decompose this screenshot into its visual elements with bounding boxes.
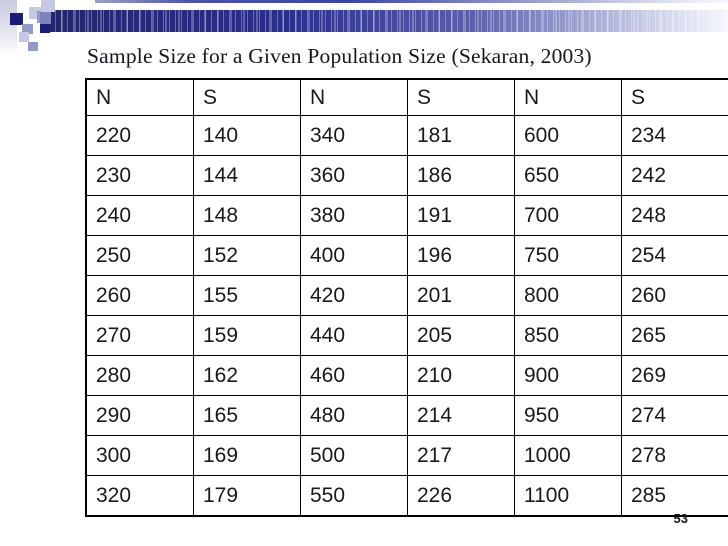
table-cell: 144 (193, 155, 301, 196)
table-cell: 1000 (514, 435, 622, 476)
table-cell: 179 (193, 475, 301, 517)
table-cell: 191 (407, 195, 515, 236)
table-cell: 214 (407, 395, 515, 436)
table-cell: 300 (85, 435, 194, 476)
table-cell: 269 (621, 355, 728, 396)
table-cell: 320 (85, 475, 194, 517)
table-cell: 169 (193, 435, 301, 476)
table-cell: 600 (514, 115, 622, 156)
table-cell: 460 (300, 355, 408, 396)
table-body: 220 140 340 181 600 234 230 144 360 186 650 242 240 1… (85, 115, 728, 517)
slide-title: Sample Size for a Given Population Size … (87, 44, 592, 68)
table-cell: 155 (193, 275, 301, 316)
table-cell: 800 (514, 275, 622, 316)
table-row: 270 159 440 205 850 265 (85, 315, 728, 356)
pixel-square (22, 24, 33, 34)
table-cell: 226 (407, 475, 515, 517)
table-row: 240 148 380 191 700 248 (85, 195, 728, 236)
table-cell: 274 (621, 395, 728, 436)
table-cell: 340 (300, 115, 408, 156)
table-cell: 152 (193, 235, 301, 276)
column-header: N (85, 78, 194, 116)
table-cell: 900 (514, 355, 622, 396)
table-cell: 260 (85, 275, 194, 316)
column-header: S (621, 78, 728, 116)
pixel-square (19, 32, 29, 42)
table-row: 280 162 460 210 900 269 (85, 355, 728, 396)
table-cell: 210 (407, 355, 515, 396)
table-cell: 240 (85, 195, 194, 236)
table-cell: 230 (85, 155, 194, 196)
table-row: 220 140 340 181 600 234 (85, 115, 728, 156)
table-cell: 480 (300, 395, 408, 436)
table-row: 290 165 480 214 950 274 (85, 395, 728, 436)
table-cell: 380 (300, 195, 408, 236)
table-cell: 440 (300, 315, 408, 356)
table-cell: 140 (193, 115, 301, 156)
table-row: 320 179 550 226 1100 285 (85, 475, 728, 517)
table-row: 260 155 420 201 800 260 (85, 275, 728, 316)
column-header: N (300, 78, 408, 116)
table-cell: 850 (514, 315, 622, 356)
table-cell: 181 (407, 115, 515, 156)
pixel-square (28, 42, 38, 51)
left-gradient-band (0, 0, 17, 57)
table-cell: 650 (514, 155, 622, 196)
column-header: N (514, 78, 622, 116)
table-cell: 248 (621, 195, 728, 236)
table-cell: 196 (407, 235, 515, 276)
table-cell: 278 (621, 435, 728, 476)
pixel-square (40, 24, 50, 33)
pixel-square (40, 12, 51, 24)
table-cell: 500 (300, 435, 408, 476)
table-cell: 290 (85, 395, 194, 436)
table-cell: 234 (621, 115, 728, 156)
table-cell: 201 (407, 275, 515, 316)
table-cell: 750 (514, 235, 622, 276)
table-cell: 242 (621, 155, 728, 196)
table-cell: 550 (300, 475, 408, 517)
table-cell: 254 (621, 235, 728, 276)
table-cell: 159 (193, 315, 301, 356)
table-cell: 265 (621, 315, 728, 356)
column-header: S (407, 78, 515, 116)
table-cell: 148 (193, 195, 301, 236)
table-cell: 270 (85, 315, 194, 356)
table-cell: 220 (85, 115, 194, 156)
table-cell: 186 (407, 155, 515, 196)
table-row: 300 169 500 217 1000 278 (85, 435, 728, 476)
slide-number: 53 (673, 511, 688, 526)
table-cell: 285 (621, 475, 728, 517)
table-cell: 1100 (514, 475, 622, 517)
top-thin-bar (95, 0, 728, 3)
table-cell: 420 (300, 275, 408, 316)
pixel-square (41, 0, 55, 12)
table-cell: 260 (621, 275, 728, 316)
table-cell: 280 (85, 355, 194, 396)
table-cell: 162 (193, 355, 301, 396)
table-cell: 165 (193, 395, 301, 436)
table-row: 250 152 400 196 750 254 (85, 235, 728, 276)
table-cell: 217 (407, 435, 515, 476)
table-cell: 360 (300, 155, 408, 196)
column-header: S (193, 78, 301, 116)
table-cell: 205 (407, 315, 515, 356)
header-gradient-bar (50, 10, 728, 32)
table-cell: 950 (514, 395, 622, 436)
table-cell: 400 (300, 235, 408, 276)
table-cell: 700 (514, 195, 622, 236)
table-row: 230 144 360 186 650 242 (85, 155, 728, 196)
pixel-square (10, 13, 23, 25)
table-cell: 250 (85, 235, 194, 276)
